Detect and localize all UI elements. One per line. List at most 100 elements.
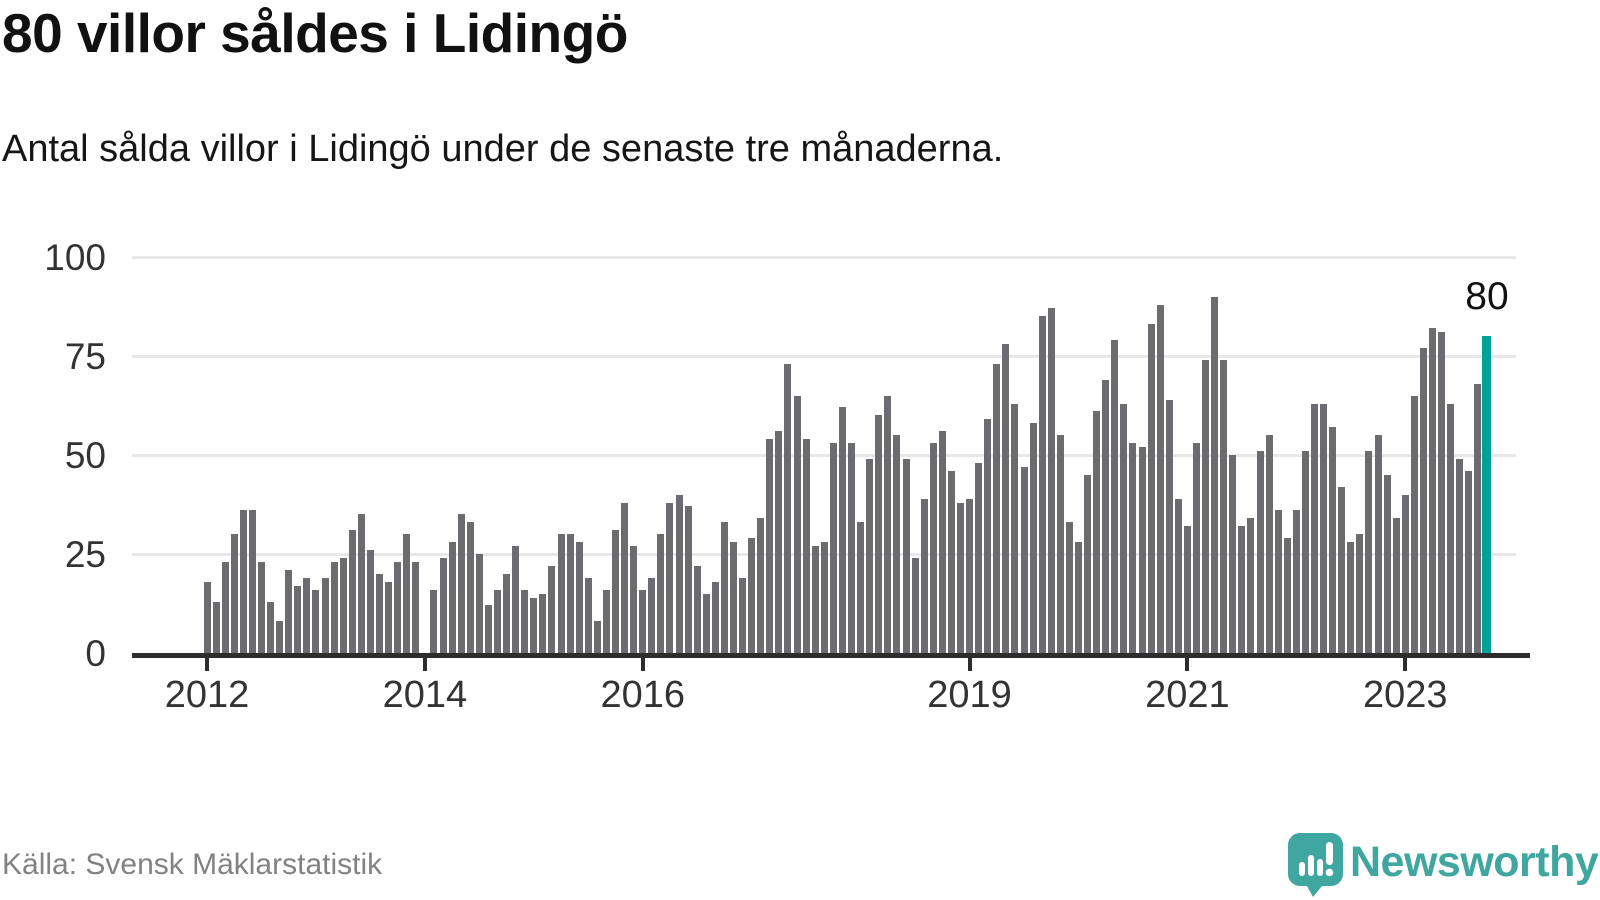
bar bbox=[829, 443, 837, 653]
bar bbox=[1392, 518, 1400, 653]
bar bbox=[657, 534, 665, 653]
bar bbox=[820, 542, 828, 653]
bar bbox=[394, 561, 402, 653]
bar bbox=[1002, 344, 1010, 653]
bar bbox=[1147, 324, 1155, 653]
bar bbox=[711, 581, 719, 653]
brand-name: Newsworthy bbox=[1350, 838, 1599, 886]
bar bbox=[484, 605, 492, 653]
bar bbox=[975, 462, 983, 653]
bar bbox=[720, 522, 728, 653]
bar bbox=[802, 439, 810, 653]
bar bbox=[385, 581, 393, 653]
bar bbox=[257, 561, 265, 653]
bar bbox=[239, 510, 247, 653]
bar bbox=[1065, 522, 1073, 653]
bar bbox=[1374, 435, 1382, 653]
bar bbox=[775, 431, 783, 653]
newsworthy-logo-icon bbox=[1288, 833, 1343, 897]
bar bbox=[947, 470, 955, 653]
bar bbox=[1256, 451, 1264, 653]
x-tick-label-2014: 2014 bbox=[382, 674, 468, 716]
bar bbox=[1474, 383, 1482, 653]
bar bbox=[1138, 447, 1146, 653]
bar bbox=[1401, 494, 1409, 653]
bar bbox=[1238, 526, 1246, 653]
x-tick-label-2019: 2019 bbox=[927, 674, 1012, 716]
bar bbox=[1283, 538, 1291, 653]
bar bbox=[621, 502, 629, 653]
bar bbox=[1456, 458, 1464, 653]
bar bbox=[1265, 435, 1273, 653]
bar bbox=[938, 431, 946, 653]
bar bbox=[1301, 451, 1309, 653]
bar bbox=[1410, 395, 1418, 653]
bar bbox=[1447, 403, 1455, 653]
bar bbox=[512, 546, 520, 653]
x-tick-label-2021: 2021 bbox=[1145, 674, 1230, 716]
y-tick-label-75: 75 bbox=[64, 336, 106, 377]
y-tick-label-0: 0 bbox=[85, 633, 106, 674]
bar bbox=[212, 601, 220, 653]
bar bbox=[766, 439, 774, 653]
bar bbox=[493, 589, 501, 653]
y-tick-label-100: 100 bbox=[44, 237, 106, 278]
bar bbox=[1292, 510, 1300, 653]
bar bbox=[548, 565, 556, 653]
bar bbox=[503, 573, 511, 653]
bar bbox=[267, 601, 275, 653]
bar bbox=[1129, 443, 1137, 653]
x-tick-label-2023: 2023 bbox=[1363, 674, 1448, 716]
gridline-75 bbox=[132, 355, 1516, 358]
source-note: Källa: Svensk Mäklarstatistik bbox=[2, 848, 383, 881]
x-axis-line bbox=[132, 653, 1530, 658]
bar bbox=[1383, 474, 1391, 653]
x-tick-label-2012: 2012 bbox=[164, 674, 250, 716]
bar bbox=[1465, 470, 1473, 653]
bar bbox=[612, 530, 619, 653]
bar bbox=[593, 621, 601, 653]
bar bbox=[1247, 518, 1255, 653]
bar bbox=[1202, 359, 1210, 653]
bar bbox=[1429, 328, 1437, 653]
bar bbox=[739, 577, 747, 653]
bar bbox=[1111, 340, 1119, 653]
bar bbox=[956, 502, 964, 653]
x-tick-2014 bbox=[422, 658, 427, 671]
bar bbox=[1438, 332, 1446, 653]
bar bbox=[430, 589, 438, 653]
bar bbox=[230, 534, 238, 653]
bar bbox=[1020, 466, 1028, 653]
gridline-50 bbox=[132, 454, 1516, 457]
bar bbox=[276, 621, 284, 653]
bar bbox=[412, 561, 420, 653]
gridline-100 bbox=[132, 256, 1516, 259]
x-tick-2012 bbox=[205, 658, 209, 671]
bar bbox=[911, 557, 919, 653]
bar bbox=[875, 415, 883, 653]
bar bbox=[730, 542, 738, 653]
bar bbox=[702, 593, 710, 653]
bar bbox=[684, 506, 692, 653]
bar bbox=[993, 363, 1001, 653]
bar bbox=[1365, 451, 1373, 653]
bar bbox=[1074, 542, 1082, 653]
bar bbox=[1347, 542, 1355, 653]
bar bbox=[339, 557, 347, 653]
bar bbox=[1356, 534, 1364, 653]
bar bbox=[248, 510, 256, 653]
bar bbox=[357, 514, 365, 653]
bar bbox=[439, 557, 447, 653]
page-title: 80 villor såldes i Lidingö bbox=[2, 2, 628, 64]
bar bbox=[1011, 403, 1019, 653]
bar bbox=[312, 589, 320, 653]
bar bbox=[466, 522, 474, 653]
bar bbox=[348, 530, 356, 653]
bar bbox=[602, 589, 610, 653]
bar bbox=[539, 593, 547, 653]
y-tick-label-25: 25 bbox=[64, 534, 106, 575]
bar bbox=[784, 363, 792, 653]
bar bbox=[984, 419, 992, 653]
bar bbox=[630, 546, 638, 653]
bar bbox=[866, 458, 874, 653]
